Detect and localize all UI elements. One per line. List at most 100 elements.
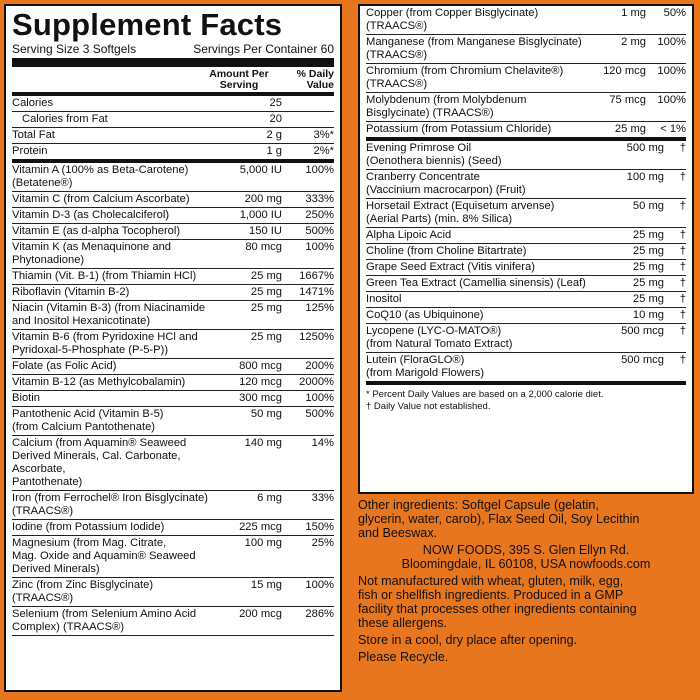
nutrient-row: Vitamin A (100% as Beta-Carotene) (Betat…: [12, 163, 334, 192]
nutrient-name: Horsetail Extract (Equisetum arvense) (A…: [366, 200, 555, 225]
nutrient-daily-value: 100%: [305, 392, 334, 404]
nutrient-row: Horsetail Extract (Equisetum arvense) (A…: [366, 199, 686, 228]
nutrient-amount: 15 mg: [250, 579, 282, 591]
nutrient-amount: 225 mcg: [239, 521, 282, 533]
nutrient-row: Potassium (from Potassium Chloride) 25 mg…: [366, 122, 686, 141]
nutrient-daily-value: †: [679, 229, 686, 241]
nutrient-name: Vitamin D-3 (as Cholecalciferol): [12, 209, 170, 221]
footnote-dagger: † Daily Value not established.: [366, 401, 491, 412]
nutrient-amount: 1,000 IU: [239, 209, 282, 221]
nutrient-amount: 25 mg: [250, 331, 282, 343]
nutrient-name: Calories: [12, 97, 54, 109]
nutrient-name: Chromium (from Chromium Chelavite®) (TRA…: [366, 65, 564, 90]
left-nutrient-list: Calories 25 Calories from Fat 20 Total Fat 2 …: [12, 96, 334, 636]
nutrient-row: Green Tea Extract (Camellia sinensis) (L…: [366, 276, 686, 292]
nutrient-daily-value: 500%: [305, 408, 334, 420]
nutrient-daily-value: 3%*: [313, 129, 334, 141]
nutrient-daily-value: †: [679, 293, 686, 305]
nutrient-row: Copper (from Copper Bisglycinate) (TRAAC…: [366, 6, 686, 35]
nutrient-amount: 25 mg: [632, 245, 664, 257]
supplement-facts-title: Supplement Facts: [12, 7, 283, 42]
nutrient-daily-value: 333%: [305, 193, 334, 205]
nutrient-amount: 25 mg: [632, 293, 664, 305]
nutrient-amount: 120 mcg: [603, 65, 646, 77]
label-text-block: Other ingredients: Softgel Capsule (gela…: [358, 498, 694, 667]
nutrient-row: Lycopene (LYC-O-MATO®) (from Natural Tom…: [366, 324, 686, 353]
nutrient-name: Niacin (Vitamin B-3) (from Niacinamide a…: [12, 302, 206, 327]
nutrient-name: Pantothenic Acid (Vitamin B-5) (from Cal…: [12, 408, 164, 433]
daily-value-header: % Daily Value: [296, 68, 334, 91]
nutrient-amount: 25 mg: [250, 286, 282, 298]
nutrient-daily-value: < 1%: [660, 123, 686, 135]
nutrient-daily-value: †: [679, 277, 686, 289]
nutrient-amount: 20: [269, 113, 282, 125]
nutrient-row: Calories from Fat 20: [12, 112, 334, 128]
nutrient-row: Calcium (from Aquamin® Seaweed Derived M…: [12, 436, 334, 491]
nutrient-row: Vitamin C (from Calcium Ascorbate) 200 mg…: [12, 192, 334, 208]
nutrient-amount: 25 mg: [632, 229, 664, 241]
nutrient-row: Vitamin B-12 (as Methylcobalamin) 120 mcg…: [12, 375, 334, 391]
nutrient-name: Vitamin C (from Calcium Ascorbate): [12, 193, 190, 205]
nutrient-name: Total Fat: [12, 129, 55, 141]
nutrient-row: Chromium (from Chromium Chelavite®) (TRA…: [366, 64, 686, 93]
nutrient-amount: 2 mg: [621, 36, 646, 48]
nutrient-name: Manganese (from Manganese Bisglycinate) …: [366, 36, 582, 61]
nutrient-amount: 150 IU: [249, 225, 282, 237]
nutrient-name: Zinc (from Zinc Bisglycinate) (TRAACS®): [12, 579, 154, 604]
nutrient-name: Cranberry Concentrate (Vaccinium macroca…: [366, 171, 526, 196]
nutrient-row: Thiamin (Vit. B-1) (from Thiamin HCl) 25 …: [12, 269, 334, 285]
nutrient-amount: 25 mg: [250, 302, 282, 314]
nutrient-amount: 75 mcg: [609, 94, 646, 106]
nutrient-name: Iodine (from Potassium Iodide): [12, 521, 165, 533]
nutrient-name: Riboflavin (Vitamin B-2): [12, 286, 130, 298]
nutrient-row: Vitamin E (as d-alpha Tocopherol) 150 IU 5…: [12, 224, 334, 240]
nutrient-daily-value: †: [679, 261, 686, 273]
nutrient-daily-value: †: [679, 200, 686, 212]
nutrient-name: Vitamin B-6 (from Pyridoxine HCl and Pyr…: [12, 331, 198, 356]
nutrient-name: Vitamin K (as Menaquinone and Phytonadio…: [12, 241, 172, 266]
nutrient-row: Vitamin B-6 (from Pyridoxine HCl and Pyr…: [12, 330, 334, 359]
nutrient-row: CoQ10 (as Ubiquinone) 10 mg †: [366, 308, 686, 324]
nutrient-row: Choline (from Choline Bitartrate) 25 mg †: [366, 244, 686, 260]
nutrient-row: Riboflavin (Vitamin B-2) 25 mg 1471%: [12, 285, 334, 301]
nutrient-amount: 100 mg: [244, 537, 282, 549]
supplement-facts-left-panel: Supplement Facts Serving Size 3 Softgels…: [4, 4, 342, 692]
nutrient-name: Vitamin A (100% as Beta-Carotene) (Betat…: [12, 164, 189, 189]
nutrient-amount: 200 mcg: [239, 608, 282, 620]
nutrient-daily-value: †: [679, 309, 686, 321]
nutrient-name: Calories from Fat: [22, 113, 108, 125]
nutrient-amount: 5,000 IU: [239, 164, 282, 176]
nutrient-amount: 25 mg: [250, 270, 282, 282]
nutrient-name: Molybdenum (from Molybdenum Bisglycinate…: [366, 94, 527, 119]
nutrient-daily-value: †: [679, 354, 686, 366]
nutrient-name: Magnesium (from Mag. Citrate, Mag. Oxide…: [12, 537, 196, 575]
nutrient-daily-value: 1250%: [299, 331, 334, 343]
nutrient-daily-value: 2000%: [299, 376, 334, 388]
nutrient-row: Vitamin D-3 (as Cholecalciferol) 1,000 IU…: [12, 208, 334, 224]
other-ingredients: Other ingredients: Softgel Capsule (gela…: [358, 498, 640, 540]
nutrient-row: Total Fat 2 g 3%*: [12, 128, 334, 144]
nutrient-name: Inositol: [366, 293, 402, 305]
nutrient-daily-value: 14%: [311, 437, 334, 449]
allergen-statement: Not manufactured with wheat, gluten, mil…: [358, 574, 637, 630]
serving-size: Serving Size 3 Softgels: [12, 42, 137, 56]
nutrient-daily-value: †: [679, 171, 686, 183]
nutrient-name: Selenium (from Selenium Amino Acid Compl…: [12, 608, 197, 633]
nutrient-row: Niacin (Vitamin B-3) (from Niacinamide a…: [12, 301, 334, 330]
nutrient-daily-value: 150%: [305, 521, 334, 533]
nutrient-amount: 140 mg: [244, 437, 282, 449]
nutrient-row: Zinc (from Zinc Bisglycinate) (TRAACS®) 1…: [12, 578, 334, 607]
nutrient-daily-value: 100%: [657, 94, 686, 106]
amount-per-serving-header: Amount Per Serving: [209, 68, 269, 91]
nutrient-name: Biotin: [12, 392, 40, 404]
recycle-note: Please Recycle.: [358, 650, 449, 664]
nutrient-row: Molybdenum (from Molybdenum Bisglycinate…: [366, 93, 686, 122]
nutrient-row: Iron (from Ferrochel® Iron Bisglycinate)…: [12, 491, 334, 520]
nutrient-row: Magnesium (from Mag. Citrate, Mag. Oxide…: [12, 536, 334, 578]
supplement-facts-right-panel: Copper (from Copper Bisglycinate) (TRAAC…: [358, 4, 694, 494]
nutrient-row: Biotin 300 mcg 100%: [12, 391, 334, 407]
nutrient-name: CoQ10 (as Ubiquinone): [366, 309, 484, 321]
nutrient-name: Alpha Lipoic Acid: [366, 229, 452, 241]
nutrient-daily-value: 250%: [305, 209, 334, 221]
nutrient-row: Grape Seed Extract (Vitis vinifera) 25 mg…: [366, 260, 686, 276]
